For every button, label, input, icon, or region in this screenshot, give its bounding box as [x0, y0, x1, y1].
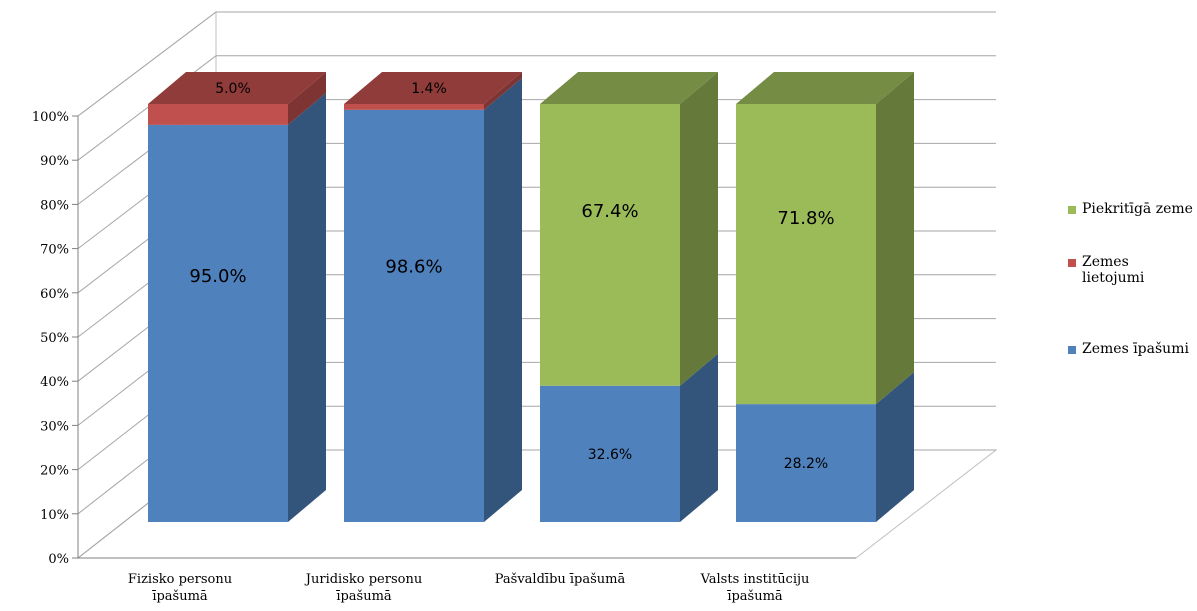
- bar-segment-3-0: [736, 404, 876, 522]
- x-tick-label: Pašvaldību īpašumā: [495, 572, 626, 587]
- y-tick-label: 80%: [40, 198, 69, 213]
- bar-segment-1-0: [344, 109, 484, 523]
- bar-segment-0-0: [148, 124, 288, 523]
- bar-side-1-0: [484, 77, 522, 523]
- bar-side-3-0: [876, 372, 914, 522]
- data-label: 67.4%: [581, 201, 638, 222]
- bar-segment-1-1: [344, 104, 484, 110]
- legend-item: Zemes īpašumi: [1068, 341, 1189, 357]
- gridline-side: [77, 11, 217, 117]
- bar-side-3-2: [876, 72, 914, 405]
- bar-side-0-0: [288, 92, 326, 523]
- x-tick-label: Juridisko personu: [304, 572, 422, 587]
- y-tick-label: 30%: [40, 419, 69, 434]
- bar-segment-0-1: [148, 104, 288, 125]
- legend-label: Zemes lietojumi: [1082, 254, 1145, 286]
- y-tick-label: 100%: [32, 110, 69, 125]
- y-tick-label: 0%: [48, 552, 69, 567]
- data-label: 71.8%: [777, 208, 834, 229]
- x-tick-label: Valsts institūciju: [700, 572, 810, 587]
- x-tick-label: Fizisko personu: [128, 572, 232, 587]
- legend-swatch: [1068, 259, 1076, 267]
- data-label: 1.4%: [411, 81, 447, 97]
- legend-swatch: [1068, 346, 1076, 354]
- chart-legend: Piekritīgā zeme Zemes lietojumi Zemes īpašu…: [1068, 0, 1197, 611]
- legend-item: Zemes lietojumi: [1068, 254, 1144, 286]
- bar-side-0-1: [288, 72, 326, 125]
- bar-side-2-2: [680, 72, 718, 386]
- bar-top-2: [540, 72, 718, 104]
- bar-side-2-0: [680, 353, 718, 522]
- bar-top-0: [148, 72, 326, 104]
- y-tick-label: 60%: [40, 287, 69, 302]
- bar-top-3: [736, 72, 914, 104]
- y-tick-label: 90%: [40, 154, 69, 169]
- data-label: 32.6%: [588, 447, 632, 463]
- bar-top-1: [344, 72, 522, 104]
- x-tick-label: īpašumā: [151, 589, 208, 604]
- y-tick-label: 50%: [40, 331, 69, 346]
- data-label: 98.6%: [385, 256, 442, 277]
- y-tick-label: 20%: [40, 464, 69, 479]
- bar-side-1-1: [484, 72, 522, 110]
- y-tick-label: 70%: [40, 243, 69, 258]
- data-label: 5.0%: [215, 81, 251, 97]
- x-tick-label: īpašumā: [726, 589, 783, 604]
- legend-item: Piekritīgā zeme: [1068, 201, 1193, 217]
- y-tick-label: 10%: [40, 508, 69, 523]
- bar-segment-2-0: [540, 385, 680, 522]
- data-label: 28.2%: [784, 456, 828, 472]
- x-tick-label: īpašumā: [335, 589, 392, 604]
- bar-segment-3-2: [736, 104, 876, 405]
- legend-label: Piekritīgā zeme: [1082, 201, 1193, 217]
- legend-label: Zemes īpašumi: [1082, 341, 1189, 357]
- y-tick-label: 40%: [40, 375, 69, 390]
- legend-swatch: [1068, 206, 1076, 214]
- bar-segment-2-2: [540, 104, 680, 386]
- data-label: 95.0%: [189, 266, 246, 287]
